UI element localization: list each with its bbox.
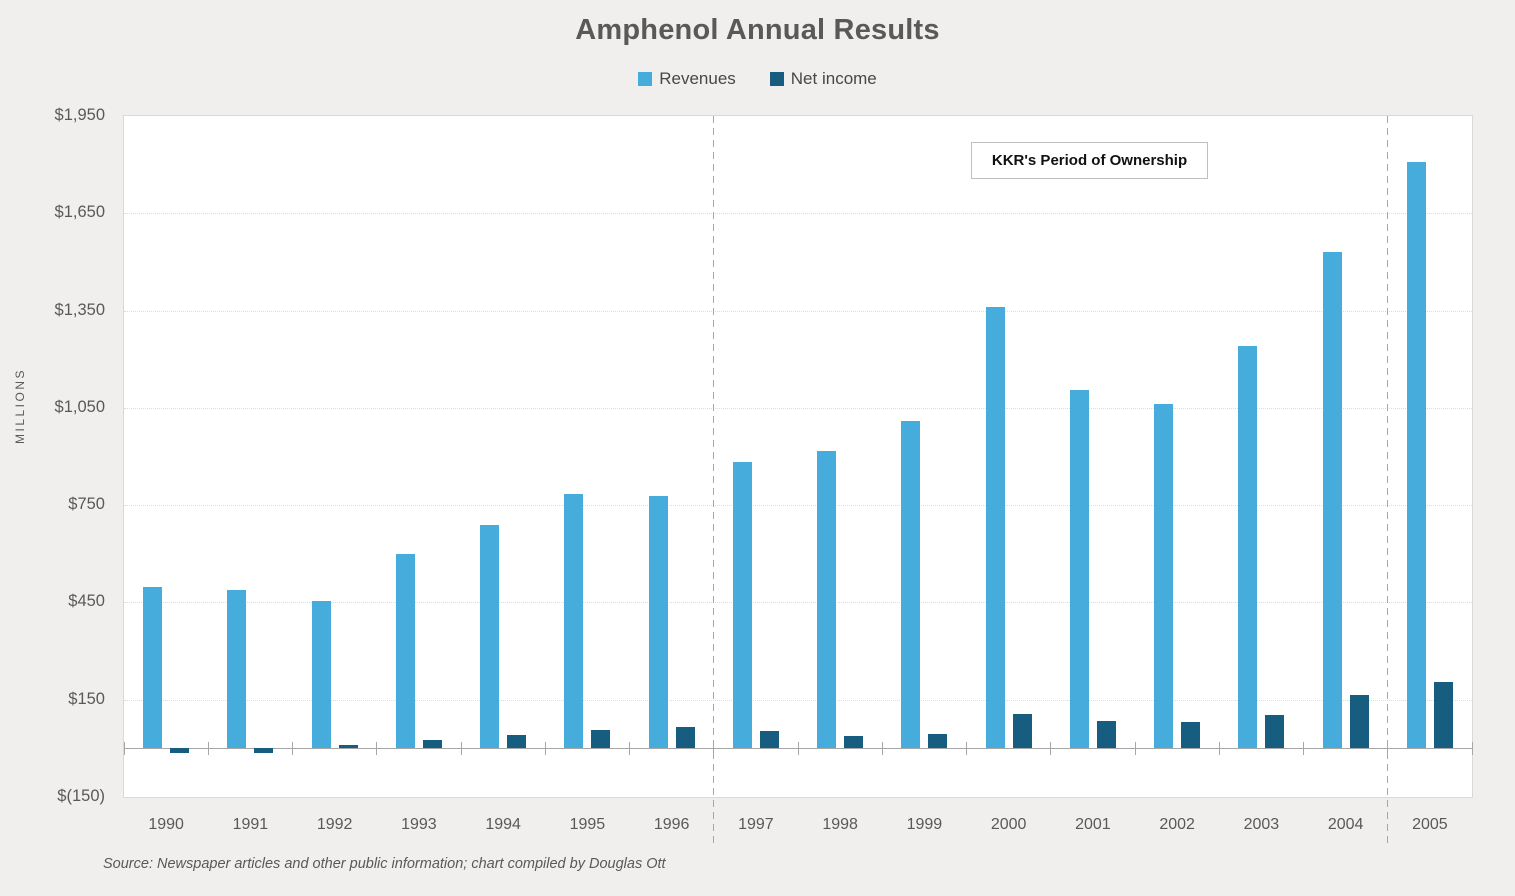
bar-revenues-2001 [1069,390,1089,749]
legend: Revenues Net income [0,69,1515,89]
legend-label-net-income: Net income [790,69,877,88]
bar-net-income-1995 [591,729,611,749]
x-axis-tick [376,742,378,756]
x-axis-tick [1303,742,1304,756]
bar-revenues-1996 [648,496,668,749]
bar-net-income-1996 [675,727,695,749]
x-axis-label-1993: 1993 [401,816,437,833]
bar-net-income-1999 [928,734,948,749]
x-axis-tick [544,742,546,756]
x-axis-label-1990: 1990 [148,816,184,833]
bar-revenues-1990 [143,587,163,749]
bar-revenues-1999 [901,420,921,749]
bar-revenues-2002 [1154,403,1174,749]
bar-net-income-1990 [170,748,190,754]
gridline-150 [124,699,1472,701]
y-axis-labels: $(150) $150 $450 $750 $1,050 $1,350 $1,650 $1,9… [0,106,105,805]
bar-net-income-2005 [1433,681,1453,749]
bar-net-income-2001 [1096,721,1116,749]
y-axis-tick-label-450: $450 [68,592,105,611]
bar-revenues-1993 [395,553,415,749]
x-axis-label-1998: 1998 [822,816,858,833]
gridline-1050 [124,407,1472,409]
bar-revenues-2004 [1322,252,1342,749]
bar-revenues-1992 [311,600,331,749]
bar-net-income-2002 [1181,722,1201,749]
bar-net-income-2003 [1265,714,1285,749]
bar-revenues-1997 [732,461,752,749]
bar-revenues-1995 [564,493,584,749]
x-axis-tick [629,742,630,756]
gridline-1350 [124,310,1472,312]
x-axis-label-1995: 1995 [569,816,606,833]
bar-net-income-2004 [1349,695,1369,749]
y-axis-tick-label-1050: $1,050 [54,397,105,416]
y-axis-tick-label-750: $750 [68,495,105,514]
x-axis-label-1991: 1991 [232,816,269,833]
bar-net-income-1994 [507,735,527,749]
bar-net-income-1993 [422,740,442,749]
x-axis-tick [207,742,209,756]
x-axis-label-1997: 1997 [738,816,774,833]
gridline-750 [124,505,1472,507]
y-axis-tick-label-1650: $1,650 [54,203,105,222]
y-axis-tick-label--150: $(150) [57,787,105,805]
bar-revenues-2003 [1238,346,1258,749]
bar-net-income-1997 [759,731,779,749]
bar-revenues-1991 [227,590,247,749]
x-axis-tick [123,742,125,756]
legend-item-revenues: Revenues [638,69,736,89]
bar-net-income-1991 [254,748,274,754]
legend-label-revenues: Revenues [659,69,736,88]
x-axis-tick [966,742,967,756]
x-axis-label-2004: 2004 [1327,816,1364,833]
kkr-annotation-label: KKR's Period of Ownership [991,152,1188,169]
legend-swatch-revenues-icon [638,72,653,86]
y-axis-tick-label-1950: $1,950 [54,106,105,124]
chart-title: Amphenol Annual Results [575,14,940,46]
x-axis-tick [1218,742,1220,756]
source-note: Source: Newspaper articles and other pub… [103,856,666,872]
x-axis-tick [292,742,293,756]
x-axis-label-1994: 1994 [485,816,521,833]
legend-swatch-net-income-icon [769,72,784,86]
bar-revenues-1998 [817,450,837,749]
x-axis-label-2000: 2000 [990,816,1027,833]
x-axis-tick [460,742,462,756]
x-axis-label-2001: 2001 [1075,816,1111,833]
bar-revenues-1994 [480,524,500,749]
dashed-separator-after-2004 [1387,116,1389,846]
x-axis-label-2005: 2005 [1412,816,1448,833]
bar-revenues-2005 [1406,162,1426,749]
x-axis-label-1999: 1999 [906,816,943,833]
legend-item-net-income: Net income [769,69,877,89]
bar-net-income-1992 [338,745,358,749]
x-axis-label-1992: 1992 [316,816,353,833]
x-axis-tick [881,742,883,756]
x-axis-label-2003: 2003 [1243,816,1280,833]
plot-area: 1990 1991 1992 1993 1994 1995 1996 1997 1998 1999… [123,115,1473,846]
x-axis-tick [1471,742,1473,756]
dashed-separator-after-1996 [713,116,715,846]
x-axis-tick [1134,742,1136,756]
x-axis-label-2002: 2002 [1159,816,1195,833]
bar-net-income-2000 [1012,713,1032,749]
gridline-1650 [124,213,1472,215]
kkr-annotation-box: KKR's Period of Ownership [971,142,1208,179]
x-axis-tick [797,742,799,756]
x-axis-tick [1050,742,1052,756]
bar-revenues-2000 [985,307,1005,749]
y-axis-tick-label-150: $150 [68,689,105,708]
y-axis-tick-label-1350: $1,350 [54,300,105,319]
bar-net-income-1998 [844,736,864,749]
x-axis-label-1996: 1996 [653,816,690,833]
gridline-450 [124,602,1472,604]
